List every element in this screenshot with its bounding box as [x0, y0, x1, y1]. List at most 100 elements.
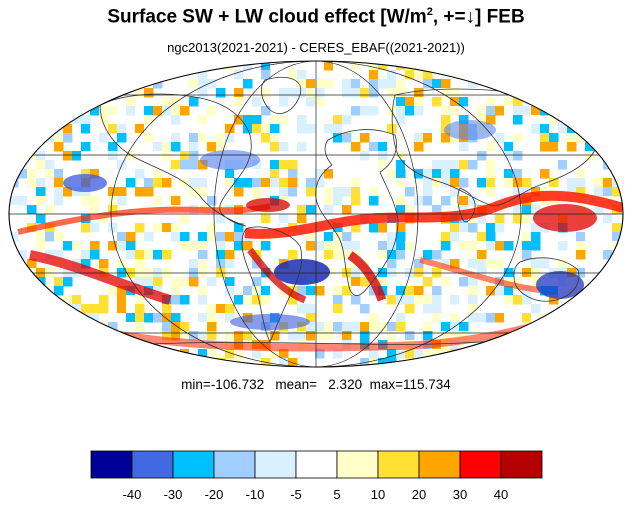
field-cell — [270, 61, 280, 71]
field-cell — [504, 142, 514, 152]
field-cell — [261, 241, 271, 251]
field-cell — [396, 223, 406, 233]
field-cell — [207, 304, 217, 314]
field-cell — [396, 232, 406, 242]
field-cell — [279, 61, 289, 71]
field-cell — [315, 88, 325, 98]
field-cell — [207, 196, 217, 206]
field-cell — [198, 250, 208, 260]
field-cell — [207, 286, 217, 296]
field-cell — [270, 115, 280, 125]
field-cell — [126, 250, 136, 260]
field-cell — [108, 223, 118, 233]
field-cell — [333, 241, 343, 251]
field-cell — [441, 79, 451, 89]
field-cell — [279, 169, 289, 179]
field-cell — [126, 313, 136, 323]
field-cell — [567, 160, 577, 170]
field-cell — [225, 178, 235, 188]
field-cell — [459, 196, 469, 206]
field-cell — [378, 187, 388, 197]
field-cell — [306, 88, 316, 98]
field-cell — [477, 106, 487, 116]
title-rest: , +=↓] FEB — [432, 6, 525, 28]
field-cell — [189, 124, 199, 134]
field-cell — [405, 295, 415, 305]
field-cell — [405, 250, 415, 260]
field-cell — [180, 133, 190, 143]
field-cell — [54, 142, 64, 152]
field-cell — [270, 250, 280, 260]
field-cell — [441, 196, 451, 206]
field-cell — [351, 187, 361, 197]
field-cell — [468, 214, 478, 224]
field-cell — [90, 250, 100, 260]
field-cell — [306, 151, 316, 161]
stat-mean-value: 2.320 — [328, 377, 363, 392]
field-cell — [243, 286, 253, 296]
field-cell — [477, 232, 487, 242]
field-cell — [423, 169, 433, 179]
field-cell — [117, 313, 127, 323]
field-cell — [99, 214, 109, 224]
field-cell — [54, 187, 64, 197]
field-cell — [450, 160, 460, 170]
field-cell — [324, 313, 334, 323]
field-cell — [126, 214, 136, 224]
field-cell — [423, 133, 433, 143]
field-cell — [216, 250, 226, 260]
field-cell — [396, 205, 406, 215]
field-cell — [153, 196, 163, 206]
field-cell — [324, 322, 334, 332]
field-cell — [603, 250, 613, 260]
field-cell — [207, 331, 217, 341]
field-cell — [36, 160, 46, 170]
field-cell — [99, 295, 109, 305]
field-cell — [432, 196, 442, 206]
field-cell — [171, 295, 181, 305]
field-cell — [171, 322, 181, 332]
field-cell — [45, 205, 55, 215]
field-cell — [423, 115, 433, 125]
colorbar-box-7 — [377, 450, 420, 479]
field-cell — [144, 178, 154, 188]
field-cell — [252, 286, 262, 296]
field-cell — [612, 232, 622, 242]
field-cell — [117, 304, 127, 314]
field-cell — [603, 223, 613, 233]
field-cell — [378, 358, 388, 367]
field-cell — [207, 349, 217, 359]
field-cell — [396, 349, 406, 359]
field-cell — [405, 106, 415, 116]
field-cell — [279, 88, 289, 98]
field-cell — [243, 79, 253, 89]
field-cell — [378, 169, 388, 179]
colorbar-tick-label: -40 — [123, 487, 142, 502]
field-cell — [450, 232, 460, 242]
red-anomaly-maritime — [533, 204, 597, 232]
field-cell — [540, 160, 550, 170]
field-cell — [306, 304, 316, 314]
field-cell — [549, 142, 559, 152]
field-cell — [135, 250, 145, 260]
field-cell — [468, 106, 478, 116]
field-cell — [504, 259, 514, 269]
field-cell — [171, 97, 181, 107]
field-cell — [378, 241, 388, 251]
field-cell — [198, 88, 208, 98]
field-cell — [441, 331, 451, 341]
coastline-india — [457, 187, 476, 223]
field-cell — [207, 178, 217, 188]
red-anomaly-brazil — [246, 198, 290, 212]
field-cell — [306, 124, 316, 134]
field-cell — [99, 205, 109, 215]
field-cell — [54, 178, 64, 188]
field-cell — [108, 169, 118, 179]
field-cell — [270, 142, 280, 152]
field-cell — [297, 286, 307, 296]
field-cell — [324, 241, 334, 251]
field-cell — [27, 160, 37, 170]
field-cell — [72, 124, 82, 134]
field-cell — [504, 169, 514, 179]
